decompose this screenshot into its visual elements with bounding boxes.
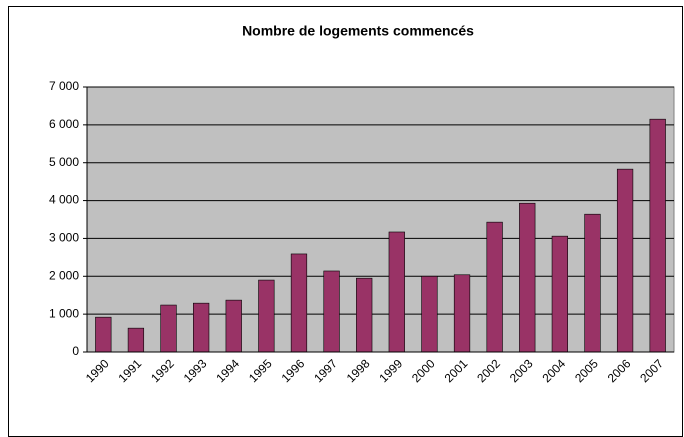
y-tick-label: 7 000: [49, 79, 79, 93]
bar: [160, 304, 177, 353]
chart-title: Nombre de logements commencés: [242, 23, 474, 39]
bar: [225, 299, 242, 353]
y-tick-label: 6 000: [49, 117, 79, 131]
bar: [551, 235, 568, 353]
y-tick-label: 2 000: [49, 268, 79, 282]
y-tick-label: 5 000: [49, 155, 79, 169]
bar: [421, 275, 438, 353]
bar: [95, 316, 112, 353]
bar: [193, 302, 210, 353]
bar: [453, 274, 471, 353]
plot-area: [86, 86, 675, 353]
bar: [323, 270, 340, 353]
bar: [616, 168, 634, 353]
bar: [290, 253, 308, 353]
y-tick-label: 0: [72, 344, 79, 358]
bar: [584, 213, 601, 353]
y-tick-label: 1 000: [49, 306, 79, 320]
bar: [127, 327, 145, 353]
y-tick-label: 4 000: [49, 193, 79, 207]
bar: [258, 279, 275, 353]
bar: [388, 231, 405, 353]
y-tick-label: 3 000: [49, 231, 79, 245]
bar: [356, 277, 373, 353]
bar: [519, 202, 536, 353]
bar: [649, 118, 666, 353]
bar: [486, 221, 503, 353]
